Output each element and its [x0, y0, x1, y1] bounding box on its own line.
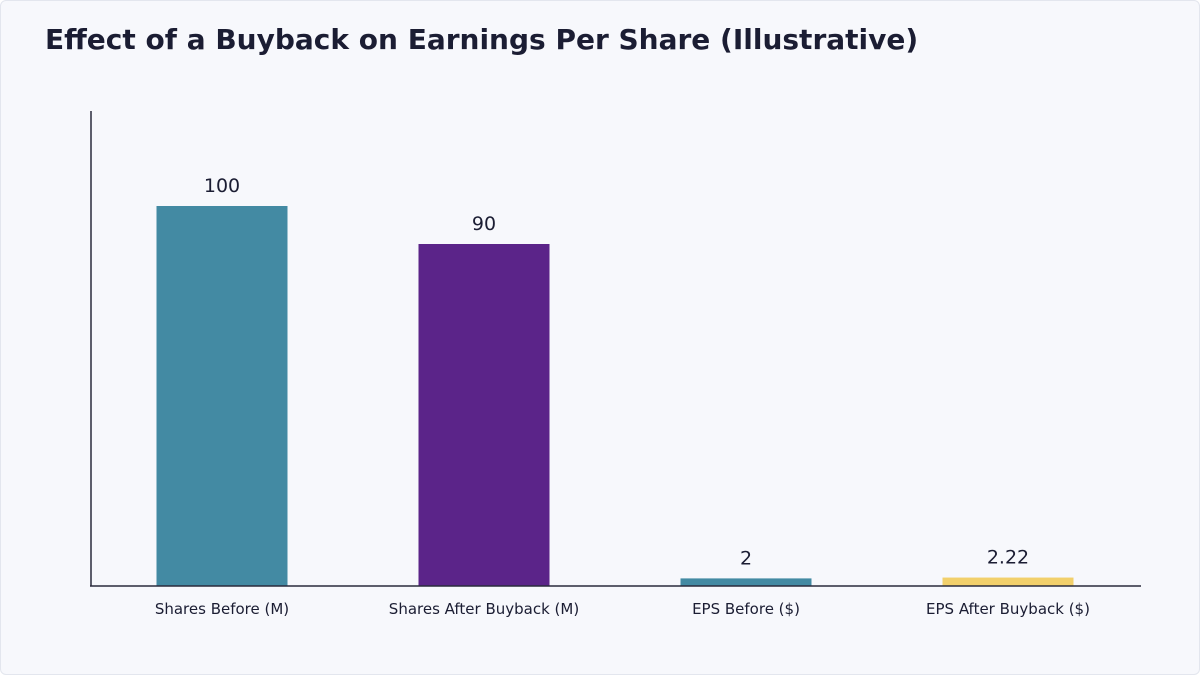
- category-label-shares-after-buyback-m: Shares After Buyback (M): [389, 600, 579, 618]
- category-labels-group: Shares Before (M) Shares After Buyback (M…: [155, 600, 1090, 618]
- value-labels-group: 100 90 2 2.22: [204, 175, 1029, 569]
- value-label-shares-before-m: 100: [204, 175, 240, 197]
- bar-eps-after-buyback: [942, 577, 1074, 586]
- chart-title: Effect of a Buyback on Earnings Per Shar…: [45, 23, 919, 56]
- value-label-shares-after-buyback-m: 90: [472, 213, 496, 235]
- bar-shares-before-m: [156, 206, 288, 586]
- category-label-eps-after-buyback: EPS After Buyback ($): [926, 600, 1090, 618]
- bars-group: [156, 206, 1074, 586]
- category-label-shares-before-m: Shares Before (M): [155, 600, 289, 618]
- value-label-eps-after-buyback: 2.22: [987, 547, 1029, 569]
- category-label-eps-before: EPS Before ($): [692, 600, 800, 618]
- value-label-eps-before: 2: [740, 547, 752, 569]
- bar-eps-before: [680, 578, 812, 586]
- bar-shares-after-buyback-m: [418, 244, 550, 586]
